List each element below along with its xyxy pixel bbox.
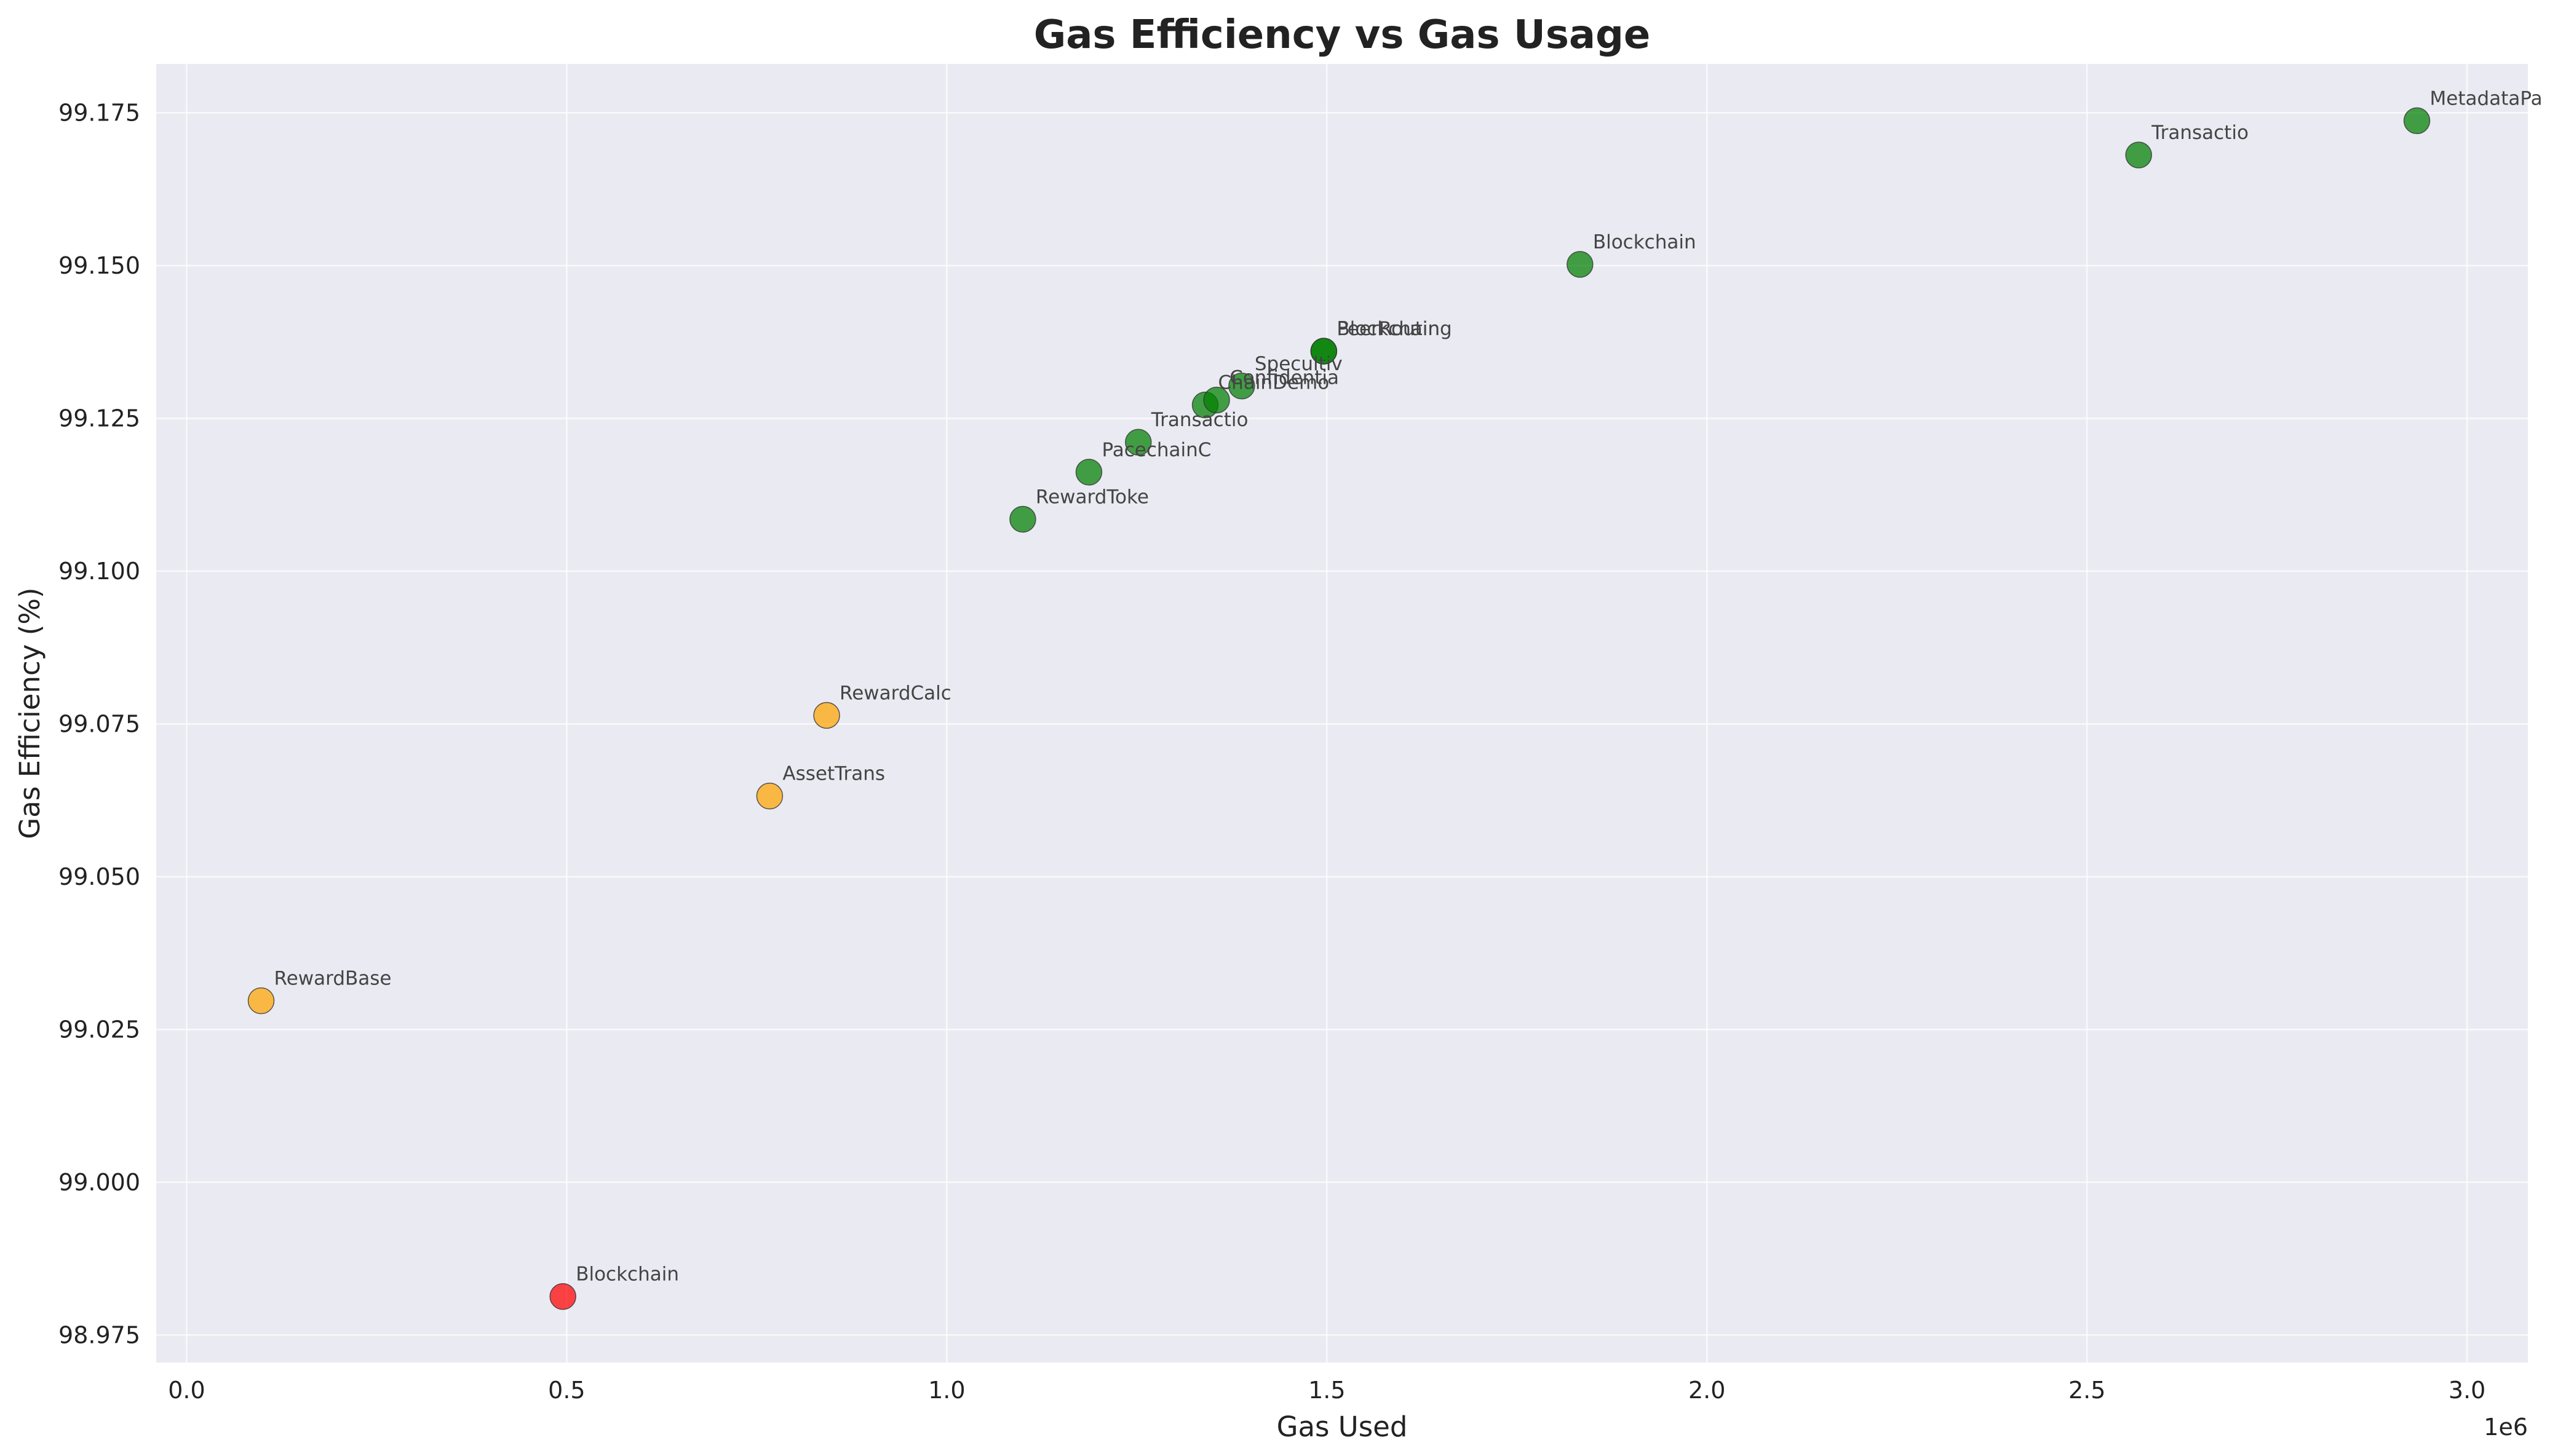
chart-title: Gas Efficiency vs Gas Usage xyxy=(1034,12,1651,58)
x-tick-label: 0.5 xyxy=(548,1377,585,1404)
data-point xyxy=(1310,338,1338,365)
y-tick-label: 99.075 xyxy=(58,710,140,737)
y-tick-label: 99.000 xyxy=(58,1169,140,1196)
y-tick-label: 98.975 xyxy=(58,1321,140,1348)
x-tick-label: 3.0 xyxy=(2449,1377,2485,1404)
data-point xyxy=(1075,459,1103,486)
y-tick-label: 99.025 xyxy=(58,1016,140,1043)
x-tick-label: 0.0 xyxy=(168,1377,205,1404)
x-tick-label: 2.5 xyxy=(2068,1377,2105,1404)
data-point xyxy=(813,702,840,729)
data-point xyxy=(756,782,784,810)
data-point xyxy=(2125,141,2152,168)
y-tick-label: 99.175 xyxy=(58,100,140,127)
data-point xyxy=(1228,373,1255,400)
x-tick-label: 2.0 xyxy=(1688,1377,1725,1404)
data-point-label: Blockchain xyxy=(576,1264,679,1286)
data-point xyxy=(1009,505,1036,533)
x-tick-label: 1.5 xyxy=(1308,1377,1345,1404)
x-tick-label: 1.0 xyxy=(928,1377,965,1404)
data-point-label: RewardCalc xyxy=(840,682,951,704)
y-tick-label: 99.150 xyxy=(58,252,140,279)
data-point xyxy=(1125,429,1152,456)
grid xyxy=(156,64,2528,1363)
data-point-label: ChainDemo xyxy=(1218,372,1330,394)
data-point xyxy=(1567,251,1594,278)
data-point-label: Transactio xyxy=(2151,122,2249,144)
data-point-label: PeerRouting xyxy=(1337,318,1452,340)
data-point-label: Blockchain xyxy=(1337,318,1440,340)
data-point-labels: Blockchain RewardBase AssetTrans RewardCalc… xyxy=(274,87,2543,1285)
data-points xyxy=(247,107,2431,1310)
data-point-label: Specultiv xyxy=(1255,353,1343,375)
x-axis-label: Gas Used xyxy=(1277,1410,1408,1443)
data-point-label: Confidentia xyxy=(1229,367,1339,389)
data-point-label: Blockchain xyxy=(1593,231,1696,253)
axis-ticks: 0.0 0.5 1.0 1.5 2.0 2.5 3.0 98.975 99.000 99.025 9… xyxy=(58,100,2485,1404)
y-tick-label: 99.125 xyxy=(58,405,140,432)
data-point-label: Transactio xyxy=(1151,409,1249,431)
data-point xyxy=(549,1283,576,1310)
y-axis-label: Gas Efficiency (%) xyxy=(14,587,46,839)
data-point xyxy=(1203,386,1230,414)
data-point-label: MetadataPa xyxy=(2430,87,2543,109)
data-point-label: PacechainC xyxy=(1102,439,1211,461)
x-axis-offset-label: 1e6 xyxy=(2484,1414,2528,1441)
data-point-label: AssetTrans xyxy=(782,763,885,785)
plot-area xyxy=(156,64,2528,1363)
y-tick-label: 99.050 xyxy=(58,863,140,890)
y-tick-label: 99.100 xyxy=(58,558,140,585)
data-point-label: RewardBase xyxy=(274,968,392,990)
data-point xyxy=(2403,107,2431,135)
data-point-label: RewardToke xyxy=(1036,486,1149,508)
data-point xyxy=(247,987,275,1015)
